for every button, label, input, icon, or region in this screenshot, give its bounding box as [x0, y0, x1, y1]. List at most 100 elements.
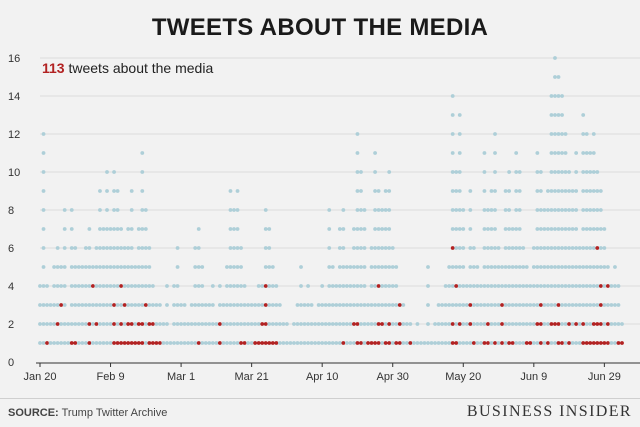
tweet-point — [214, 322, 219, 326]
tweet-point — [52, 341, 57, 345]
x-tick-label: Mar 1 — [167, 371, 195, 383]
tweet-point — [387, 265, 392, 269]
tweet-point — [560, 208, 564, 212]
tweet-point — [352, 303, 356, 307]
tweet-point — [320, 303, 325, 307]
tweet-point — [528, 303, 533, 307]
tweet-point — [489, 322, 494, 326]
tweet-point — [496, 341, 501, 345]
tweet-point — [281, 322, 286, 326]
tweet-point — [450, 284, 455, 288]
tweet-point — [563, 322, 568, 326]
tweet-point — [94, 284, 99, 288]
media-tweet-point — [553, 322, 557, 326]
media-tweet-point — [500, 341, 504, 345]
tweet-point — [542, 303, 547, 307]
tweet-point — [235, 284, 240, 288]
tweet-point — [175, 322, 180, 326]
tweet-point — [175, 303, 180, 307]
tweet-point — [538, 265, 543, 269]
tweet-point — [91, 341, 95, 345]
tweet-point — [514, 151, 519, 155]
tweet-point — [535, 341, 540, 345]
tweet-point — [376, 246, 381, 250]
tweet-point — [563, 341, 568, 345]
tweet-point — [584, 303, 589, 307]
tweet-point — [182, 303, 187, 307]
media-tweet-point — [524, 341, 529, 345]
tweet-point — [581, 151, 586, 155]
media-tweet-point — [359, 341, 363, 345]
media-tweet-point — [242, 341, 247, 345]
tweet-point — [193, 284, 198, 288]
tweet-point — [165, 303, 169, 307]
tweet-point — [373, 208, 377, 212]
tweet-point — [436, 303, 441, 307]
tweet-point — [373, 246, 377, 250]
tweet-point — [83, 284, 88, 288]
tweet-point — [41, 227, 46, 231]
tweet-point — [140, 303, 145, 307]
tweet-point — [69, 322, 74, 326]
tweet-point — [517, 341, 522, 345]
tweet-point — [514, 322, 519, 326]
tweet-point — [83, 341, 88, 345]
tweet-point — [274, 322, 279, 326]
tweet-point — [172, 284, 176, 288]
media-tweet-point — [394, 341, 399, 345]
tweet-point — [563, 284, 568, 288]
tweet-point — [591, 246, 596, 250]
tweet-point — [514, 227, 519, 231]
tweet-point — [613, 341, 617, 345]
tweet-point — [200, 303, 205, 307]
tweet-point — [154, 303, 159, 307]
tweet-point — [281, 341, 286, 345]
tweet-point — [553, 265, 557, 269]
tweet-point — [210, 303, 215, 307]
tweet-point — [591, 227, 596, 231]
tweet-point — [355, 170, 360, 174]
tweet-point — [158, 303, 162, 307]
tweet-point — [334, 341, 339, 345]
tweet-point — [359, 322, 363, 326]
tweet-point — [581, 227, 586, 231]
tweet-point — [348, 265, 353, 269]
tweet-point — [591, 208, 596, 212]
tweet-point — [553, 94, 557, 98]
tweet-point — [249, 303, 254, 307]
tweet-point — [108, 246, 113, 250]
tweet-point — [482, 189, 487, 193]
media-tweet-point — [616, 341, 621, 345]
tweet-point — [94, 341, 99, 345]
tweet-point — [41, 322, 46, 326]
tweet-point — [221, 303, 226, 307]
tweet-point — [115, 189, 120, 193]
tweet-point — [493, 303, 497, 307]
tweet-point — [306, 284, 310, 288]
tweet-point — [232, 208, 236, 212]
tweet-point — [129, 208, 134, 212]
tweet-point — [553, 246, 557, 250]
media-tweet-point — [380, 322, 385, 326]
tweet-point — [105, 246, 109, 250]
tweet-point — [461, 246, 466, 250]
tweet-point — [263, 227, 268, 231]
tweet-point — [588, 265, 593, 269]
tweet-point — [588, 322, 593, 326]
media-tweet-point — [87, 322, 92, 326]
tweet-point — [450, 132, 455, 136]
tweet-point — [531, 303, 536, 307]
tweet-point — [553, 341, 557, 345]
tweet-point — [38, 322, 42, 326]
tweet-point — [108, 303, 113, 307]
tweet-point — [41, 246, 46, 250]
media-tweet-point — [260, 322, 265, 326]
tweet-point — [73, 246, 78, 250]
tweet-point — [609, 322, 614, 326]
media-tweet-point — [598, 341, 603, 345]
tweet-point — [355, 284, 360, 288]
tweet-point — [193, 246, 198, 250]
tweet-point — [373, 227, 377, 231]
tweet-point — [567, 189, 571, 193]
tweet-point — [140, 189, 145, 193]
